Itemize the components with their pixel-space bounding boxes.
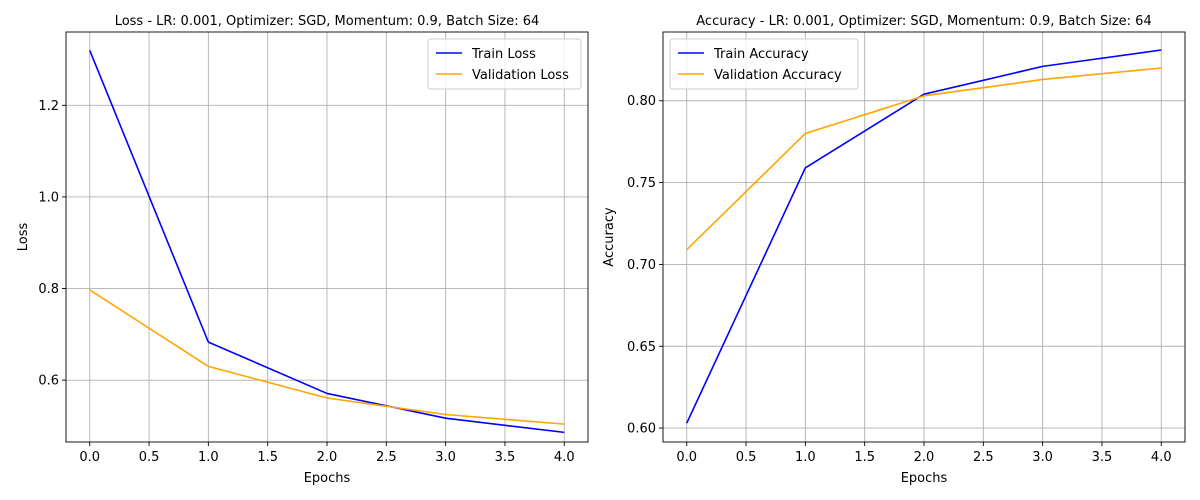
loss-data-point [445, 414, 447, 416]
accuracy-data-point [1042, 79, 1044, 81]
accuracy-x-tick-label: 3.5 [1092, 450, 1113, 465]
accuracy-data-point [1160, 67, 1162, 69]
accuracy-chart: 0.0 0.5 1.0 1.5 2.0 2.5 3.0 3.5 4.0 0.60 0.65 0.70 0… [602, 14, 1186, 486]
loss-data-point [208, 366, 210, 368]
loss-x-tick-label: 4.0 [554, 450, 575, 465]
loss-y-tick-label: 0.6 [38, 374, 59, 389]
accuracy-y-tick-label: 0.75 [627, 176, 656, 191]
loss-data-point [563, 432, 565, 434]
loss-y-tick-label: 1.2 [38, 99, 59, 114]
accuracy-x-tick-label: 0.0 [676, 450, 697, 465]
accuracy-series-line-train [686, 49, 1162, 424]
loss-data-point [326, 393, 328, 395]
accuracy-y-tick-label: 0.80 [627, 94, 656, 109]
accuracy-x-tick-label: 0.5 [736, 450, 757, 465]
accuracy-data-point [686, 249, 688, 251]
loss-data-point [326, 397, 328, 399]
loss-legend-box [427, 38, 582, 90]
loss-chart: 0.0 0.5 1.0 1.5 2.0 2.5 3.0 3.5 4.0 0.6 0.8 1.0 1.2 L… [16, 14, 589, 486]
accuracy-series-line-validation [686, 67, 1162, 251]
loss-x-tick-label: 0.0 [79, 450, 100, 465]
loss-data-point [208, 341, 210, 343]
accuracy-chart-title: Accuracy - LR: 0.001, Optimizer: SGD, Mo… [696, 14, 1151, 29]
accuracy-x-tick-label: 2.0 [914, 450, 935, 465]
accuracy-x-tick-label: 4.0 [1151, 450, 1172, 465]
accuracy-data-point [805, 133, 807, 135]
loss-data-point [563, 423, 565, 425]
accuracy-legend-label-train: Train Accuracy [713, 47, 809, 62]
loss-x-tick-label: 3.5 [495, 450, 516, 465]
loss-y-axis-label: Loss [16, 223, 31, 252]
loss-y-tick-label: 0.8 [38, 282, 59, 297]
loss-y-tick-label: 1.0 [38, 190, 59, 205]
accuracy-data-point [923, 95, 925, 97]
accuracy-y-tick-label: 0.60 [627, 422, 656, 437]
loss-data-point [89, 50, 91, 52]
accuracy-y-axis-label: Accuracy [602, 207, 617, 267]
loss-legend: Train Loss Validation Loss [427, 38, 582, 90]
loss-x-tick-label: 1.0 [198, 450, 219, 465]
loss-legend-label-train: Train Loss [471, 47, 536, 62]
loss-x-tick-label: 3.0 [435, 450, 456, 465]
loss-x-tick-label: 1.5 [257, 450, 278, 465]
accuracy-x-tick-label: 1.0 [795, 450, 816, 465]
accuracy-x-tick-label: 2.5 [973, 450, 994, 465]
accuracy-legend-box [669, 38, 859, 90]
accuracy-y-tick-label: 0.65 [627, 340, 656, 355]
loss-series-line-train [88, 50, 565, 434]
accuracy-data-point [686, 422, 688, 424]
loss-x-tick-label: 2.5 [376, 450, 397, 465]
loss-chart-title: Loss - LR: 0.001, Optimizer: SGD, Moment… [115, 14, 540, 29]
accuracy-y-tick-label: 0.70 [627, 258, 656, 273]
accuracy-data-point [1042, 66, 1044, 68]
loss-x-tick-label: 2.0 [317, 450, 338, 465]
accuracy-data-point [923, 93, 925, 95]
loss-data-point [445, 417, 447, 419]
accuracy-legend: Train Accuracy Validation Accuracy [669, 38, 859, 90]
accuracy-x-axis-label: Epochs [901, 471, 948, 486]
accuracy-data-point [1160, 49, 1162, 51]
accuracy-data-point [805, 167, 807, 169]
accuracy-x-tick-label: 3.0 [1032, 450, 1053, 465]
loss-data-point [89, 289, 91, 291]
loss-x-axis-label: Epochs [304, 471, 351, 486]
loss-series-line-validation [89, 289, 565, 425]
loss-legend-label-validation: Validation Loss [472, 68, 569, 83]
loss-x-tick-label: 0.5 [139, 450, 160, 465]
accuracy-legend-label-validation: Validation Accuracy [714, 68, 842, 83]
accuracy-x-tick-label: 1.5 [854, 450, 875, 465]
